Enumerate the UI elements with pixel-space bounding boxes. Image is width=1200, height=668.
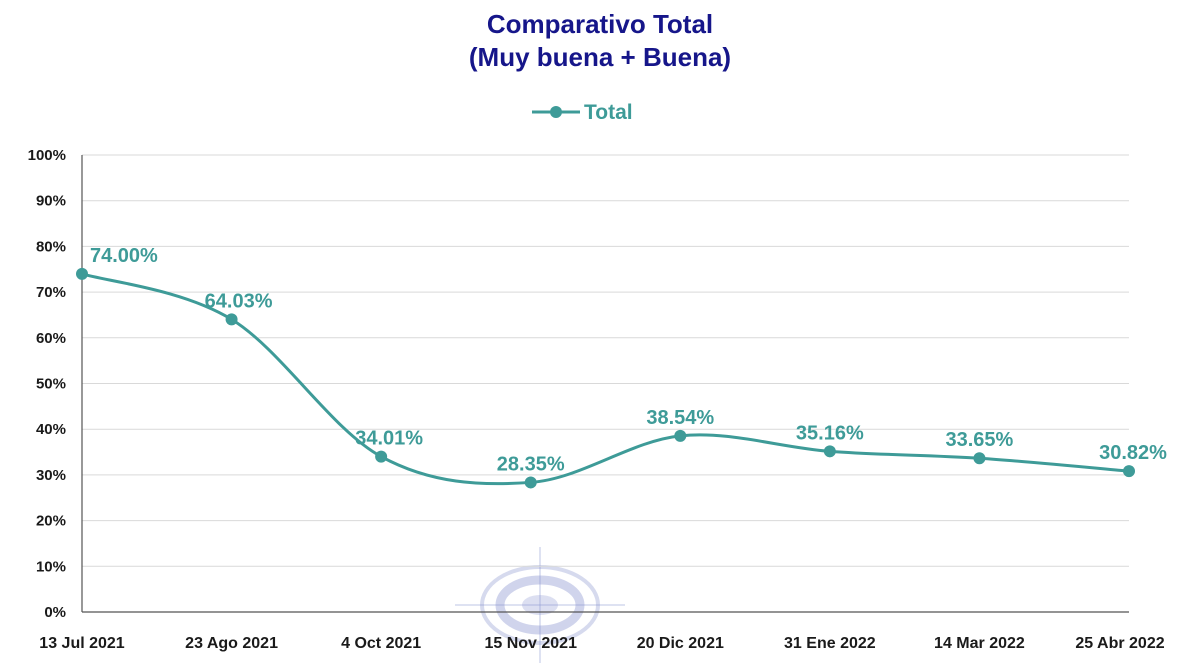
y-tick-label: 20% [36,513,66,530]
watermark-logo [455,547,625,663]
y-tick-label: 10% [36,558,66,575]
y-tick-label: 30% [36,467,66,484]
watermark-core [522,595,558,615]
data-point-1 [225,313,238,326]
data-point-6 [973,452,986,465]
y-tick-label: 50% [36,376,66,393]
legend-series-label: Total [584,101,633,124]
data-label: 28.35% [497,453,565,475]
y-tick-label: 60% [36,330,66,347]
chart-legend: Total [532,101,633,124]
data-label: 34.01% [355,428,423,450]
chart-title: Comparativo Total (Muy buena + Buena) [469,9,731,72]
data-label: 64.03% [205,290,273,312]
x-axis-tick-labels: 13 Jul 2021 23 Ago 2021 4 Oct 2021 15 Nov 2… [39,635,1164,652]
data-point-7 [1123,465,1135,478]
data-label: 74.00% [90,245,158,267]
data-point-0 [76,267,88,280]
y-tick-label: 90% [36,193,66,210]
x-tick-label: 23 Ago 2021 [185,635,278,652]
data-label: 30.82% [1099,442,1167,464]
data-point-3 [524,476,537,489]
data-point-4 [674,429,687,442]
x-tick-label: 20 Dic 2021 [637,635,724,652]
y-tick-label: 70% [36,284,66,301]
x-tick-label: 14 Mar 2022 [934,635,1025,652]
x-tick-label: 4 Oct 2021 [341,635,421,652]
x-tick-label: 31 Ene 2022 [784,635,876,652]
data-label: 35.16% [796,422,864,444]
chart-subtitle-line: (Muy buena + Buena) [469,42,731,72]
watermark-outer-ring [480,565,600,645]
series-line-total [81,272,1130,486]
chart-title-line: Comparativo Total [487,9,713,39]
watermark-middle-ring [495,575,585,635]
x-tick-label: 13 Jul 2021 [39,635,125,652]
data-label: 38.54% [646,407,714,429]
y-tick-label: 100% [28,147,66,164]
y-axis-tick-labels: 0% 10% 20% 30% 40% 50% 60% 70% 80% 90% 100% [28,147,66,621]
y-tick-label: 40% [36,421,66,438]
data-labels: 74.00% 64.03% 34.01% 28.35% 38.54% 35.16% 33.6… [90,245,1167,476]
y-tick-label: 0% [44,604,66,621]
data-point-5 [823,445,836,458]
chart-axes [81,155,1129,613]
x-tick-label: 15 Nov 2021 [484,635,577,652]
legend-series-marker-icon [550,106,562,118]
data-label: 33.65% [946,429,1014,451]
series-total [76,267,1135,489]
data-point-2 [375,450,388,463]
x-tick-label: 25 Abr 2022 [1075,635,1164,652]
y-tick-label: 80% [36,238,66,255]
chart-gridlines [82,154,1129,567]
